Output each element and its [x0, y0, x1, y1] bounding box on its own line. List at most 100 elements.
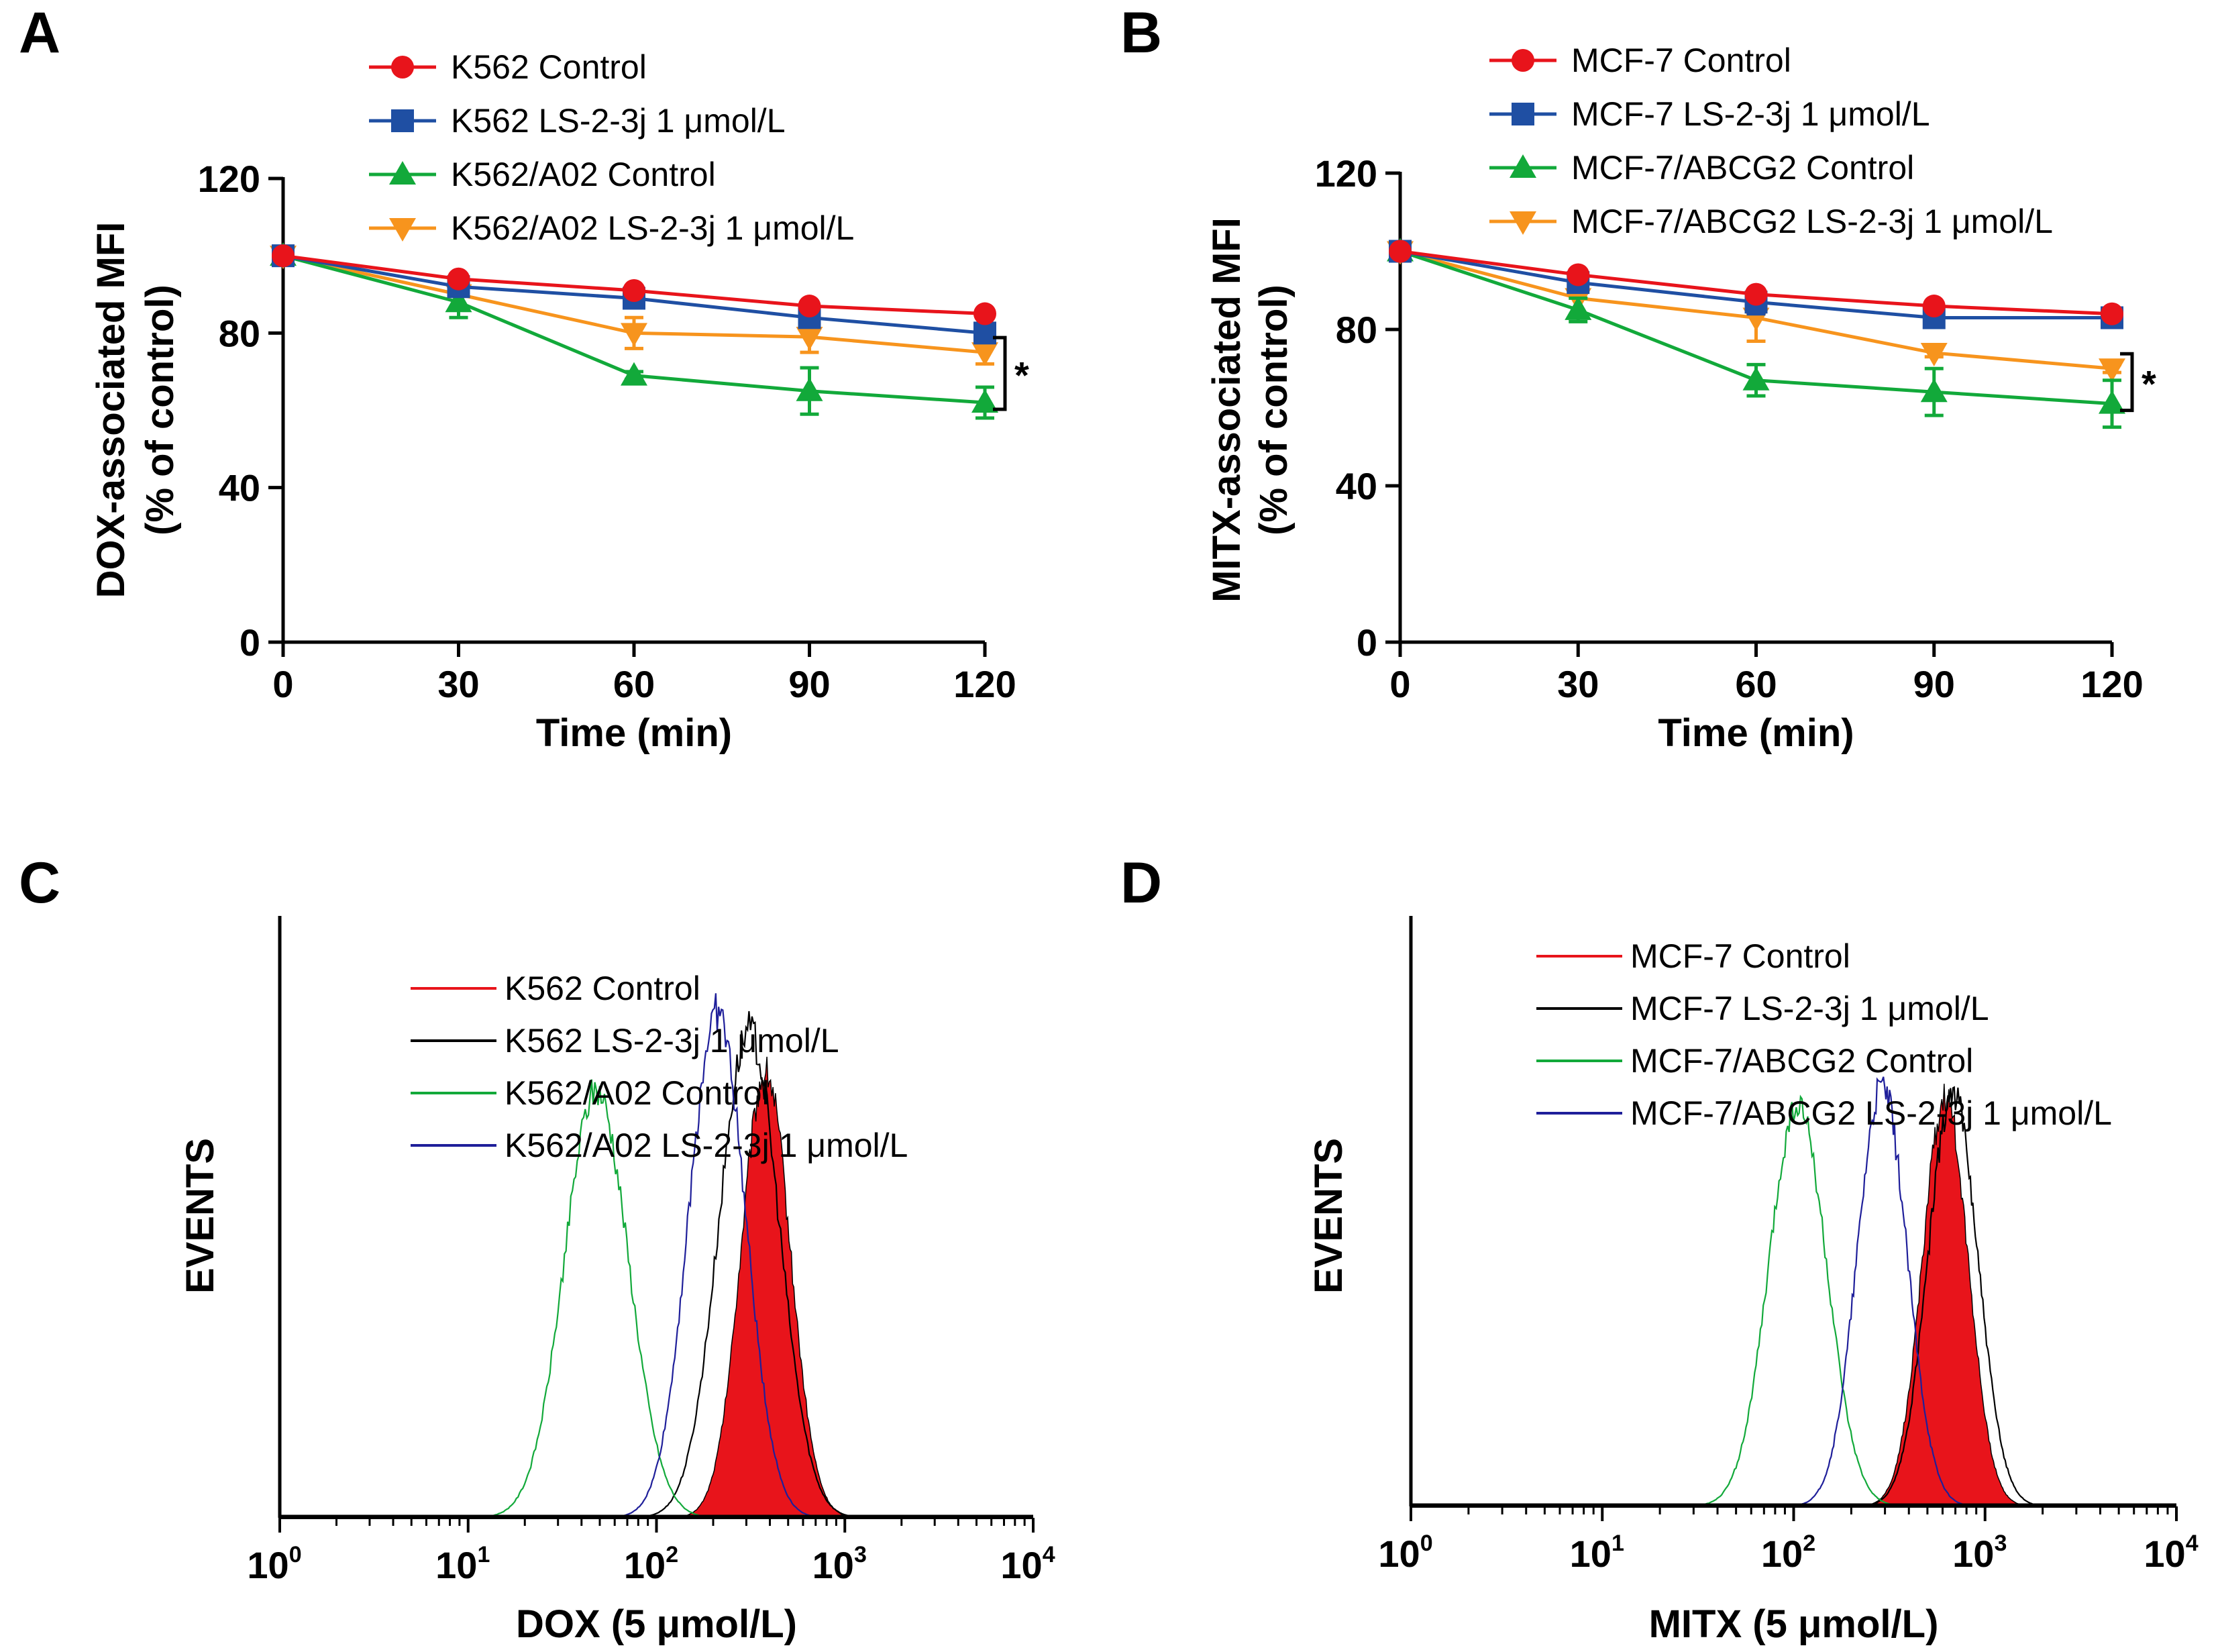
legend-swatch-marker [389, 161, 416, 185]
series-2 [1387, 238, 2125, 429]
legend-entry: MCF-7 LS-2-3j 1 μmol/L [1536, 990, 1989, 1027]
x-tick-label: 0 [272, 663, 293, 705]
y-tick-label: 80 [1336, 309, 1377, 351]
data-point [796, 327, 823, 351]
data-point [971, 389, 998, 413]
panel-label: A [19, 1, 60, 65]
data-point [1742, 366, 1770, 391]
y-tick-label: 40 [219, 467, 260, 509]
x-tick-label: 120 [953, 663, 1016, 705]
data-point [445, 289, 472, 313]
legend-label: K562/A02 Control [505, 1074, 770, 1112]
legend-swatch-marker [1510, 211, 1536, 235]
x-axis-title: Time (min) [536, 711, 732, 755]
tick-exponent: 3 [1994, 1531, 2007, 1556]
histogram-curve [1853, 1086, 2053, 1507]
x-tick-label: 102 [624, 1542, 678, 1586]
x-tick-label: 30 [1557, 663, 1599, 705]
significance-star: * [2142, 362, 2156, 405]
legend-entry: MCF-7/ABCG2 LS-2-3j 1 μmol/L [1489, 203, 2053, 240]
x-tick-label: 90 [1913, 663, 1955, 705]
data-point [798, 295, 821, 318]
tick-exponent: 1 [477, 1542, 490, 1567]
data-point [272, 244, 295, 268]
legend-label: K562 LS-2-3j 1 μmol/L [451, 102, 786, 140]
legend-label: MCF-7 Control [1571, 42, 1791, 79]
series-0 [1389, 240, 2123, 325]
legend-entry: K562/A02 LS-2-3j 1 μmol/L [369, 209, 854, 247]
panel-label: C [19, 851, 60, 915]
tick-base: 10 [247, 1544, 288, 1586]
legend-entry: K562/A02 Control [411, 1074, 770, 1112]
legend-entry: MCF-7 LS-2-3j 1 μmol/L [1489, 95, 1930, 133]
histogram-curve [628, 1011, 870, 1518]
x-tick-label: 103 [812, 1542, 867, 1586]
histogram-curve [468, 1079, 725, 1518]
x-tick-label: 104 [1000, 1542, 1055, 1586]
y-axis-subtitle: (% of control) [1252, 285, 1296, 535]
legend-swatch-marker [1510, 154, 1536, 178]
legend-label: MCF-7 LS-2-3j 1 μmol/L [1571, 95, 1930, 133]
y-tick-label: 0 [240, 621, 260, 664]
data-point [1920, 342, 1948, 366]
data-point [1567, 263, 1590, 287]
x-tick-label: 30 [437, 663, 479, 705]
legend-label: MCF-7 LS-2-3j 1 μmol/L [1630, 990, 1989, 1027]
legend-swatch-marker [389, 218, 416, 242]
legend-label: K562 LS-2-3j 1 μmol/L [505, 1022, 839, 1060]
tick-base: 10 [624, 1544, 666, 1586]
tick-base: 10 [2144, 1533, 2185, 1575]
y-tick-label: 120 [198, 158, 260, 200]
data-point [1922, 295, 1946, 318]
tick-exponent: 0 [289, 1542, 302, 1567]
data-point [2099, 390, 2125, 414]
x-tick-label: 90 [788, 663, 830, 705]
x-axis-title: MITX (5 μmol/L) [1649, 1602, 1939, 1646]
legend-label: MCF-7/ABCG2 Control [1571, 149, 1914, 187]
data-point [1389, 240, 1412, 263]
tick-exponent: 2 [666, 1542, 678, 1567]
histogram-filled-curve [1852, 1084, 2038, 1507]
panel-label: B [1120, 1, 1162, 65]
legend-entry: K562/A02 Control [369, 156, 716, 193]
y-axis-title: EVENTS [1307, 1138, 1351, 1294]
x-tick-label: 101 [1570, 1531, 1624, 1575]
line-chart-B: B 0 40 80 120 0 30 60 90 120 Time (min) MITX-associ… [1120, 1, 2156, 755]
y-tick-label: 40 [1336, 465, 1377, 507]
legend-entry: K562 LS-2-3j 1 μmol/L [369, 102, 786, 140]
data-point [621, 323, 647, 347]
x-tick-label: 60 [613, 663, 655, 705]
significance-bracket [2120, 352, 2134, 413]
tick-base: 10 [1570, 1533, 1612, 1575]
legend-label: MCF-7/ABCG2 Control [1630, 1042, 1973, 1080]
histogram-curve [604, 993, 831, 1518]
significance-bracket [993, 335, 1007, 411]
tick-base: 10 [1761, 1533, 1803, 1575]
x-tick-label: 60 [1735, 663, 1777, 705]
y-axis-title: EVENTS [178, 1138, 222, 1294]
y-axis-subtitle: (% of control) [138, 285, 182, 535]
tick-exponent: 1 [1612, 1531, 1624, 1556]
x-tick-label: 120 [2080, 663, 2143, 705]
legend-swatch-marker [1512, 49, 1534, 72]
legend-entry: K562/A02 LS-2-3j 1 μmol/L [411, 1127, 908, 1164]
histogram-curve [1783, 1076, 1982, 1507]
legend-label: MCF-7 Control [1630, 937, 1850, 975]
histogram-curve [1683, 1094, 1913, 1507]
significance-star: * [1014, 354, 1029, 397]
tick-base: 10 [435, 1544, 477, 1586]
series-0 [272, 244, 996, 325]
legend-label: K562/A02 LS-2-3j 1 μmol/L [451, 209, 854, 247]
data-point [971, 342, 998, 366]
tick-exponent: 0 [1420, 1531, 1433, 1556]
tick-exponent: 4 [2186, 1531, 2199, 1556]
x-tick-label: 100 [1378, 1531, 1432, 1575]
legend-swatch-marker [391, 56, 414, 79]
legend-entry: MCF-7 Control [1489, 42, 1791, 79]
legend-entry: K562 Control [369, 48, 647, 86]
legend-label: K562/A02 Control [451, 156, 716, 193]
x-tick-label: 104 [2144, 1531, 2198, 1575]
tick-exponent: 4 [1043, 1542, 1055, 1567]
